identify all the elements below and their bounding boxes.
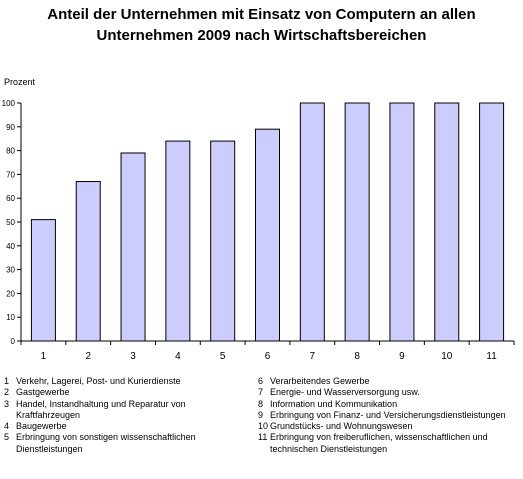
y-tick-label-30: 30 — [6, 266, 15, 275]
x-tick-label-9: 9 — [399, 351, 405, 362]
x-tick-label-8: 8 — [354, 351, 360, 362]
legend-item-number: 7 — [258, 387, 264, 398]
legend-item-text: Gastgewerbe — [16, 387, 70, 398]
y-tick-label-100: 100 — [2, 99, 16, 108]
legend-item-text: Erbringung von Finanz- und Versicherungs… — [270, 409, 506, 420]
x-tick-label-7: 7 — [310, 351, 316, 362]
y-axis-label: Prozent — [4, 77, 36, 87]
legend-item-5: 5 Erbringung von sonstigen wissenschaftli… — [4, 432, 249, 455]
bar-2 — [75, 181, 101, 342]
legend-item-number: 8 — [258, 398, 264, 409]
x-tick-label-5: 5 — [220, 351, 226, 362]
legend-item-11: 11 Erbringung von freiberuflichen, wissen… — [258, 432, 520, 455]
legend-item-7: 7 Energie- und Wasserversorgung usw. — [258, 387, 520, 398]
y-tick-label-50: 50 — [6, 218, 15, 227]
bar-5 — [210, 140, 236, 342]
y-tick-label-90: 90 — [6, 123, 15, 132]
legend-item-number: 9 — [258, 409, 264, 420]
legend-right-column: 6 Verarbeitendes Gewerbe 7 Energie- und Was… — [258, 376, 520, 455]
x-tick-label-3: 3 — [130, 351, 136, 362]
legend-item-1: 1 Verkehr, Lagerei, Post- und Kurierdiens… — [4, 376, 249, 387]
legend-item-4: 4 Baugewerbe — [4, 421, 249, 432]
legend-item-text: Energie- und Wasserversorgung usw. — [270, 387, 420, 398]
chart-title-line-1: Anteil der Unternehmen mit Einsatz von C… — [47, 6, 476, 23]
legend-item-3: 3 Handel, Instandhaltung und Reparatur vo… — [4, 399, 249, 422]
bar-11 — [479, 102, 505, 342]
legend-item-6: 6 Verarbeitendes Gewerbe — [258, 376, 520, 387]
x-tick-label-10: 10 — [441, 351, 453, 362]
legend-item-number: 10 — [258, 421, 269, 432]
legend-item-text: Verarbeitendes Gewerbe — [270, 376, 370, 386]
bar-9 — [389, 102, 415, 342]
legend-item-number: 11 — [258, 432, 268, 443]
y-tick-label-70: 70 — [6, 170, 15, 179]
legend-item-number: 5 — [4, 432, 10, 443]
bar-8 — [344, 102, 370, 342]
bar-3 — [120, 152, 146, 342]
bar-chart: Prozent 0 10 20 30 40 50 60 70 80 90 100 1 2 3 4 5 6 7 8 9 10… — [2, 77, 515, 362]
legend-item-number: 2 — [4, 387, 10, 398]
legend-item-8: 8 Information und Kommunikation — [258, 399, 520, 410]
x-tick-label-6: 6 — [265, 351, 271, 362]
x-tick-label-2: 2 — [85, 351, 91, 362]
y-tick-label-40: 40 — [6, 242, 15, 251]
bar-10 — [434, 102, 460, 342]
y-tick-label-60: 60 — [6, 194, 15, 203]
y-tick-label-20: 20 — [6, 289, 15, 298]
legend-item-number: 4 — [4, 421, 10, 432]
chart-title-line-2: Unternehmen 2009 nach Wirtschaftsbereich… — [96, 27, 427, 44]
legend-item-text: Erbringung von freiberuflichen, wissensc… — [270, 432, 488, 454]
bar-4 — [165, 140, 191, 342]
chart-title: Anteil der Unternehmen mit Einsatz von C… — [0, 4, 523, 46]
legend-item-number: 1 — [4, 376, 10, 386]
x-tick-label-4: 4 — [175, 351, 181, 362]
legend-item-2: 2 Gastgewerbe — [4, 387, 249, 398]
y-tick-label-0: 0 — [11, 337, 16, 346]
bar-1 — [30, 219, 56, 342]
legend-item-text: Grundstücks- und Wohnungswesen — [270, 421, 413, 432]
legend-left-column: 1 Verkehr, Lagerei, Post- und Kurierdiens… — [4, 376, 249, 455]
legend-item-text: Verkehr, Lagerei, Post- und Kurierdienst… — [16, 376, 181, 386]
x-tick-label-1: 1 — [41, 351, 47, 362]
legend-item-number: 3 — [4, 398, 10, 409]
legend-item-9: 9 Erbringung von Finanz- und Versicherung… — [258, 410, 520, 421]
legend-item-text: Baugewerbe — [16, 421, 67, 432]
legend-item-number: 6 — [258, 376, 264, 386]
bar-7 — [299, 102, 325, 342]
legend-item-text: Handel, Instandhaltung und Reparatur von… — [16, 398, 186, 420]
bar-6 — [255, 128, 280, 342]
legend-item-text: Erbringung von sonstigen wissenschaftlic… — [16, 432, 196, 454]
legend-item-10: 10 Grundstücks- und Wohnungswesen — [258, 421, 520, 432]
y-tick-label-10: 10 — [6, 313, 15, 322]
y-tick-label-80: 80 — [6, 147, 15, 156]
x-tick-label-11: 11 — [486, 351, 497, 362]
legend-item-text: Information und Kommunikation — [270, 398, 398, 409]
